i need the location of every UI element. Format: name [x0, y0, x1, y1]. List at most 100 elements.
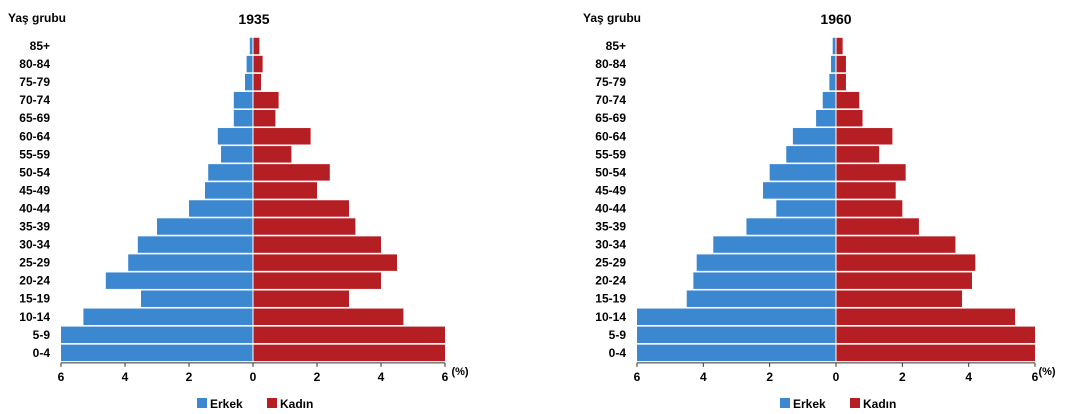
y-tick-label: 10-14 — [19, 310, 50, 324]
bar-kadin — [253, 344, 445, 362]
bar-erkek — [157, 218, 253, 235]
bar-kadin — [253, 164, 330, 181]
bar-erkek — [696, 254, 836, 271]
bar-kadin — [836, 182, 896, 199]
bar-kadin — [253, 91, 279, 109]
x-tick-label: 0 — [833, 370, 840, 384]
y-tick-label: 65-69 — [595, 111, 626, 125]
bar-erkek — [746, 218, 836, 235]
y-tick-label: 85+ — [30, 39, 50, 53]
y-tick-label: 5-9 — [33, 328, 51, 342]
bar-erkek — [763, 182, 836, 199]
bar-kadin — [836, 55, 846, 73]
legend-swatch-erkek — [197, 398, 207, 408]
x-tick-label: 6 — [58, 370, 65, 384]
bar-kadin — [253, 254, 397, 271]
bar-kadin — [836, 164, 906, 181]
y-tick-label: 50-54 — [595, 165, 626, 179]
legend-label-erkek: Erkek — [210, 397, 243, 411]
y-tick-label: 70-74 — [595, 93, 626, 107]
bar-erkek — [233, 91, 253, 109]
bar-erkek — [245, 73, 253, 91]
y-tick-label: 5-9 — [609, 328, 627, 342]
bar-erkek — [769, 164, 836, 181]
y-tick-label: 30-34 — [19, 238, 50, 252]
bar-erkek — [205, 182, 253, 199]
bar-kadin — [253, 308, 404, 325]
y-axis-label: Yaş grubu — [583, 11, 641, 25]
chart-panel-1960: 0-4 5-9 10-14 15-19 20-24 25-29 30-34 35-39 40-4… — [583, 11, 1056, 411]
bar-kadin — [836, 91, 860, 109]
bar-erkek — [208, 164, 253, 181]
y-tick-label: 60-64 — [595, 129, 626, 143]
bar-erkek — [246, 55, 253, 73]
bar-kadin — [836, 308, 1016, 325]
legend-label-kadın: Kadın — [863, 397, 896, 411]
bar-erkek — [221, 146, 253, 163]
y-tick-label: 50-54 — [19, 165, 50, 179]
bar-erkek — [693, 272, 836, 289]
y-tick-label: 0-4 — [33, 346, 51, 360]
y-tick-label: 20-24 — [19, 274, 50, 288]
y-tick-label: 80-84 — [595, 57, 626, 71]
y-tick-label: 85+ — [606, 39, 626, 53]
y-tick-label: 80-84 — [19, 57, 50, 71]
y-tick-label: 30-34 — [595, 238, 626, 252]
y-tick-label: 35-39 — [19, 220, 50, 234]
bar-kadin — [253, 110, 276, 127]
bar-erkek — [249, 37, 253, 55]
bar-kadin — [253, 182, 317, 199]
bar-erkek — [776, 200, 836, 217]
bar-kadin — [836, 218, 919, 235]
x-tick-label: 0 — [250, 370, 257, 384]
y-tick-label: 75-79 — [19, 75, 50, 89]
legend-swatch-kadın — [267, 398, 277, 408]
bar-erkek — [217, 128, 253, 145]
bar-erkek — [637, 344, 836, 362]
bar-kadin — [253, 128, 311, 145]
bar-kadin — [836, 326, 1035, 344]
bar-erkek — [83, 308, 254, 325]
bar-erkek — [713, 236, 836, 253]
y-tick-label: 35-39 — [595, 220, 626, 234]
y-tick-label: 20-24 — [595, 274, 626, 288]
x-tick-label: 2 — [186, 370, 193, 384]
bar-erkek — [816, 110, 836, 127]
x-axis-unit: (%) — [451, 366, 468, 378]
bar-erkek — [786, 146, 836, 163]
y-tick-label: 65-69 — [19, 111, 50, 125]
y-tick-label: 25-29 — [595, 256, 626, 270]
bar-erkek — [233, 110, 253, 127]
bar-erkek — [637, 326, 836, 344]
y-tick-label: 45-49 — [595, 183, 626, 197]
bar-kadin — [253, 73, 261, 91]
bar-erkek — [792, 128, 836, 145]
x-tick-label: 2 — [899, 370, 906, 384]
y-tick-label: 10-14 — [595, 310, 626, 324]
bar-kadin — [836, 272, 972, 289]
y-tick-label: 60-64 — [19, 129, 50, 143]
y-tick-label: 45-49 — [19, 183, 50, 197]
bar-kadin — [836, 73, 846, 91]
bar-kadin — [836, 290, 963, 307]
bar-kadin — [253, 55, 263, 73]
y-tick-label: 55-59 — [595, 147, 626, 161]
bar-kadin — [836, 200, 903, 217]
bar-kadin — [253, 218, 356, 235]
y-tick-label: 75-79 — [595, 75, 626, 89]
x-tick-label: 2 — [766, 370, 773, 384]
bar-kadin — [836, 110, 863, 127]
y-tick-label: 0-4 — [609, 346, 627, 360]
bar-kadin — [253, 236, 381, 253]
bar-erkek — [822, 91, 836, 109]
bar-kadin — [253, 37, 260, 55]
legend-label-erkek: Erkek — [793, 397, 826, 411]
y-axis-label: Yaş grubu — [8, 11, 66, 25]
y-tick-label: 70-74 — [19, 93, 50, 107]
bar-erkek — [637, 308, 836, 325]
x-tick-label: 4 — [965, 370, 972, 384]
x-tick-label: 6 — [634, 370, 641, 384]
chart-title: 1960 — [820, 11, 851, 27]
